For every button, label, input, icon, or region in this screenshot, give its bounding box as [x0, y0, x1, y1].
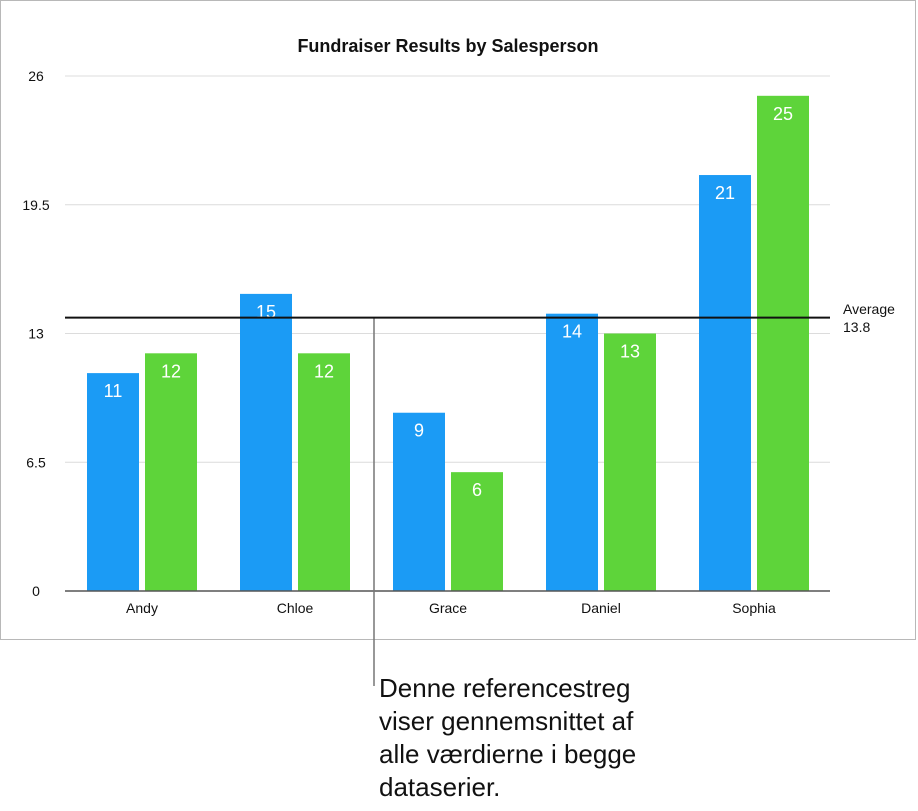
bar: [393, 412, 445, 591]
data-label: 15: [256, 302, 276, 322]
bar: [145, 353, 197, 591]
y-tick-label: 13: [28, 326, 44, 342]
callout-text: Denne referencestreg viser gennemsnittet…: [379, 672, 899, 804]
reference-line-label: Average: [843, 301, 895, 317]
data-label: 12: [161, 361, 181, 381]
bar: [757, 95, 809, 592]
data-label: 9: [414, 421, 424, 441]
x-tick-label: Andy: [126, 600, 158, 616]
y-tick-label: 0: [32, 583, 40, 599]
bar: [604, 333, 656, 591]
bar: [87, 373, 139, 591]
data-label: 12: [314, 361, 334, 381]
bar: [451, 472, 503, 591]
y-tick-label: 26: [28, 68, 44, 84]
callout-line: Denne referencestreg: [379, 673, 631, 703]
data-label: 14: [562, 322, 582, 342]
data-label: 13: [620, 342, 640, 362]
bar: [546, 313, 598, 591]
callout-line: dataserier.: [379, 772, 501, 802]
y-tick-label: 19.5: [22, 197, 49, 213]
x-tick-label: Sophia: [732, 600, 776, 616]
callout-line: alle værdierne i begge: [379, 739, 637, 769]
bar: [240, 293, 292, 591]
chart-frame: [0, 0, 916, 640]
callout-line: viser gennemsnittet af: [379, 706, 634, 736]
data-label: 11: [104, 381, 123, 401]
data-label: 25: [773, 104, 793, 124]
data-label: 21: [715, 183, 735, 203]
chart-title: Fundraiser Results by Salesperson: [297, 36, 598, 56]
x-tick-label: Daniel: [581, 600, 621, 616]
bar: [298, 353, 350, 591]
x-tick-label: Grace: [429, 600, 467, 616]
x-tick-label: Chloe: [277, 600, 314, 616]
y-tick-label: 6.5: [26, 454, 46, 470]
data-label: 6: [472, 480, 482, 500]
bar: [699, 175, 751, 592]
reference-line-value: 13.8: [843, 319, 870, 335]
